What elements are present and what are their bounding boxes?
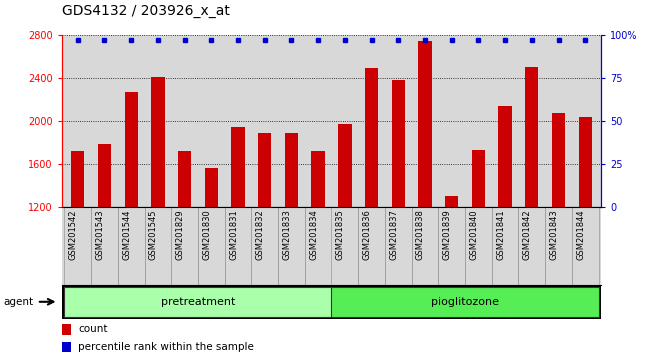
- Text: percentile rank within the sample: percentile rank within the sample: [78, 342, 254, 352]
- Bar: [338, 125, 352, 207]
- Bar: [151, 77, 164, 207]
- Bar: [411, 207, 438, 285]
- Bar: [231, 127, 244, 207]
- Bar: [465, 207, 492, 285]
- Bar: [64, 287, 332, 317]
- Bar: [385, 207, 411, 285]
- Text: GSM201831: GSM201831: [229, 210, 238, 260]
- Bar: [391, 80, 405, 207]
- Bar: [64, 207, 91, 285]
- Text: GSM201840: GSM201840: [469, 210, 478, 260]
- Text: GSM201837: GSM201837: [389, 210, 398, 260]
- Bar: [445, 196, 458, 207]
- Text: GSM201834: GSM201834: [309, 210, 318, 260]
- Text: GSM201839: GSM201839: [443, 210, 452, 260]
- Text: GSM201844: GSM201844: [577, 210, 585, 260]
- Bar: [552, 113, 566, 207]
- Text: agent: agent: [3, 297, 33, 307]
- Text: GSM201544: GSM201544: [122, 210, 131, 260]
- Bar: [91, 207, 118, 285]
- Bar: [525, 67, 538, 207]
- Bar: [144, 207, 171, 285]
- Text: GSM201542: GSM201542: [69, 210, 78, 260]
- Text: GSM201830: GSM201830: [202, 210, 211, 260]
- Bar: [118, 207, 144, 285]
- Bar: [198, 207, 225, 285]
- Bar: [472, 150, 485, 207]
- Bar: [545, 207, 572, 285]
- Text: GSM201833: GSM201833: [283, 210, 291, 260]
- Bar: [305, 207, 332, 285]
- Bar: [311, 151, 325, 207]
- Bar: [98, 144, 111, 207]
- Bar: [358, 207, 385, 285]
- Text: GSM201835: GSM201835: [336, 210, 345, 260]
- Text: GSM201842: GSM201842: [523, 210, 532, 260]
- Bar: [71, 151, 84, 207]
- Text: GSM201836: GSM201836: [363, 210, 372, 260]
- Bar: [62, 342, 72, 352]
- Bar: [438, 207, 465, 285]
- Bar: [419, 41, 432, 207]
- Bar: [258, 133, 272, 207]
- Text: GSM201829: GSM201829: [176, 210, 185, 260]
- Text: GSM201843: GSM201843: [549, 210, 558, 260]
- Bar: [578, 117, 592, 207]
- Bar: [519, 207, 545, 285]
- Text: GSM201841: GSM201841: [496, 210, 505, 260]
- Bar: [278, 207, 305, 285]
- Bar: [225, 207, 252, 285]
- Text: GDS4132 / 203926_x_at: GDS4132 / 203926_x_at: [62, 4, 229, 18]
- Bar: [252, 207, 278, 285]
- Text: GSM201832: GSM201832: [255, 210, 265, 260]
- Bar: [125, 92, 138, 207]
- Bar: [365, 68, 378, 207]
- Bar: [572, 207, 599, 285]
- Bar: [205, 169, 218, 207]
- Text: GSM201838: GSM201838: [416, 210, 425, 260]
- Bar: [332, 287, 599, 317]
- Text: pretreatment: pretreatment: [161, 297, 235, 307]
- Text: pioglitozone: pioglitozone: [431, 297, 499, 307]
- Text: GSM201543: GSM201543: [96, 210, 105, 260]
- Text: count: count: [78, 324, 107, 334]
- Text: GSM201545: GSM201545: [149, 210, 158, 260]
- Bar: [492, 207, 519, 285]
- Bar: [499, 106, 512, 207]
- Bar: [332, 207, 358, 285]
- Bar: [285, 133, 298, 207]
- Bar: [171, 207, 198, 285]
- Bar: [178, 151, 191, 207]
- Bar: [62, 324, 72, 335]
